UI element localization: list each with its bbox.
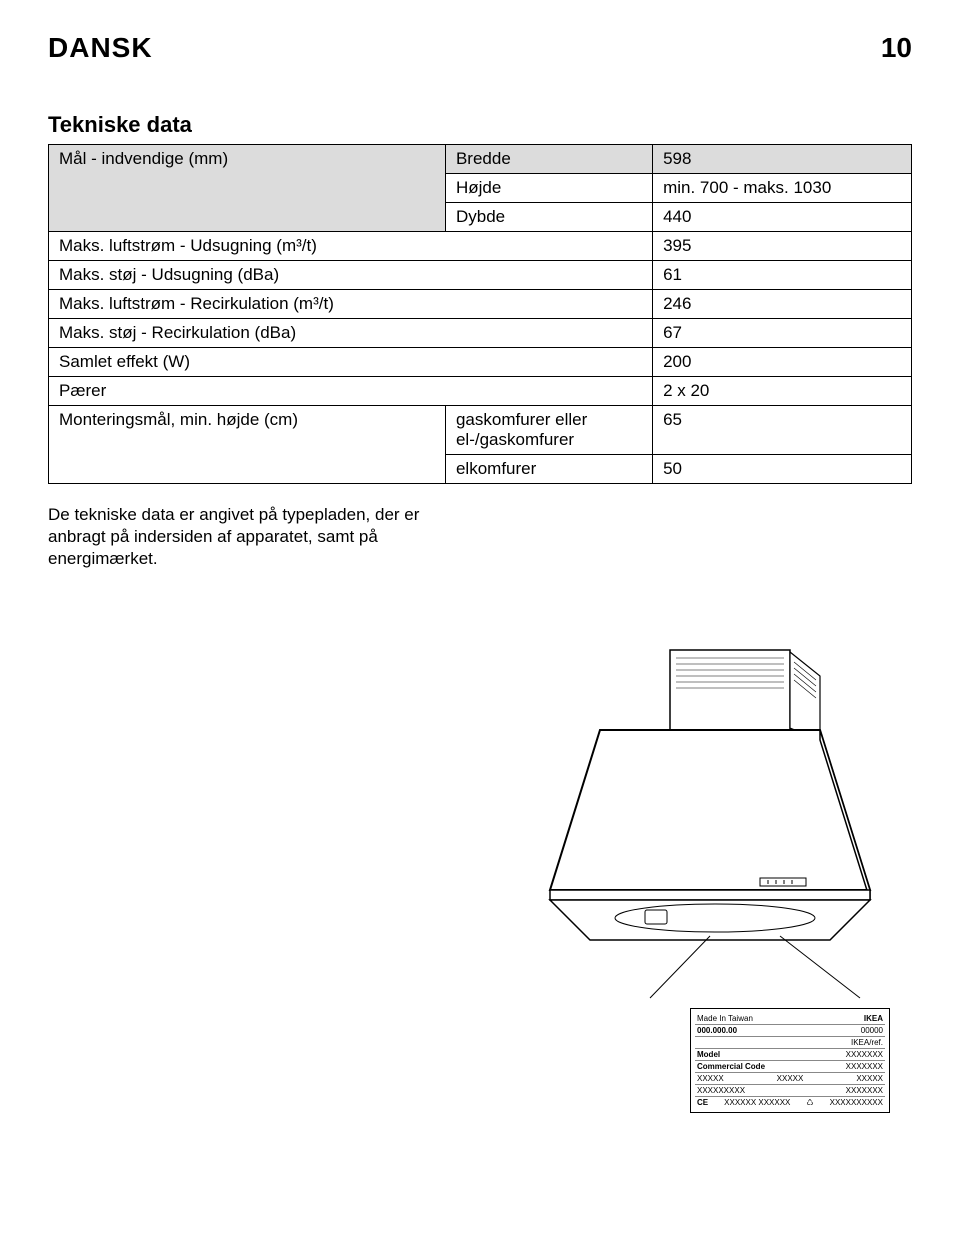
plate-xc: XXXXX: [856, 1074, 883, 1083]
plate-model-val: XXXXXXX: [846, 1050, 883, 1059]
weee-icon: ♺: [806, 1098, 813, 1107]
section-title: Tekniske data: [48, 112, 912, 138]
cell-label: Maks. støj - Udsugning (dBa): [49, 261, 653, 290]
cell-sub: gaskomfurer eller el-/gaskomfurer: [445, 406, 652, 455]
plate-xb: XXXXX: [777, 1074, 804, 1083]
cell-sub: elkomfurer: [445, 455, 652, 484]
plate-num-b: XXXXXXXXXX: [830, 1098, 883, 1107]
plate-pnc: 00000: [861, 1026, 883, 1035]
cooker-hood-svg: [530, 640, 890, 1000]
cell-sub: Bredde: [445, 145, 652, 174]
cell-value: 200: [653, 348, 912, 377]
plate-ce: CE: [697, 1098, 708, 1107]
language-label: DANSK: [48, 32, 153, 64]
page-header: DANSK 10: [48, 32, 912, 64]
plate-cc-val: XXXXXXX: [846, 1062, 883, 1071]
cell-value: 246: [653, 290, 912, 319]
plate-brand: IKEA: [864, 1014, 883, 1023]
footer-note: De tekniske data er angivet på typeplade…: [48, 504, 448, 570]
cell-label: Samlet effekt (W): [49, 348, 653, 377]
cell-label: Mål - indvendige (mm): [49, 145, 446, 232]
cell-sub: Dybde: [445, 203, 652, 232]
plate-xa: XXXXX: [697, 1074, 724, 1083]
cell-value: 2 x 20: [653, 377, 912, 406]
plate-artno: 000.000.00: [697, 1026, 737, 1035]
plate-serial-b: XXXXXXX: [846, 1086, 883, 1095]
plate-madein: Made In Taiwan: [697, 1014, 753, 1023]
cell-value: 440: [653, 203, 912, 232]
plate-cc-label: Commercial Code: [697, 1062, 765, 1071]
plate-ikearef: IKEA/ref.: [851, 1038, 883, 1047]
spec-table: Mål - indvendige (mm) Bredde 598 Højde m…: [48, 144, 912, 484]
plate-num-a: XXXXXX XXXXXX: [724, 1098, 790, 1107]
cell-value: 598: [653, 145, 912, 174]
cell-label: Maks. luftstrøm - Udsugning (m³/t): [49, 232, 653, 261]
cell-value: 395: [653, 232, 912, 261]
cell-value: 50: [653, 455, 912, 484]
plate-serial-a: XXXXXXXXX: [697, 1086, 745, 1095]
cell-value: 65: [653, 406, 912, 455]
cell-value: min. 700 - maks. 1030: [653, 174, 912, 203]
plate-model-label: Model: [697, 1050, 720, 1059]
page-number: 10: [881, 32, 912, 64]
cell-value: 61: [653, 261, 912, 290]
cell-label: Maks. støj - Recirkulation (dBa): [49, 319, 653, 348]
cell-label: Monteringsmål, min. højde (cm): [49, 406, 446, 484]
type-plate-callout: Made In Taiwan IKEA 000.000.00 00000 IKE…: [690, 1008, 890, 1113]
cell-label: Pærer: [49, 377, 653, 406]
hood-illustration: Made In Taiwan IKEA 000.000.00 00000 IKE…: [530, 640, 890, 1113]
cell-sub: Højde: [445, 174, 652, 203]
cell-label: Maks. luftstrøm - Recirkulation (m³/t): [49, 290, 653, 319]
cell-value: 67: [653, 319, 912, 348]
